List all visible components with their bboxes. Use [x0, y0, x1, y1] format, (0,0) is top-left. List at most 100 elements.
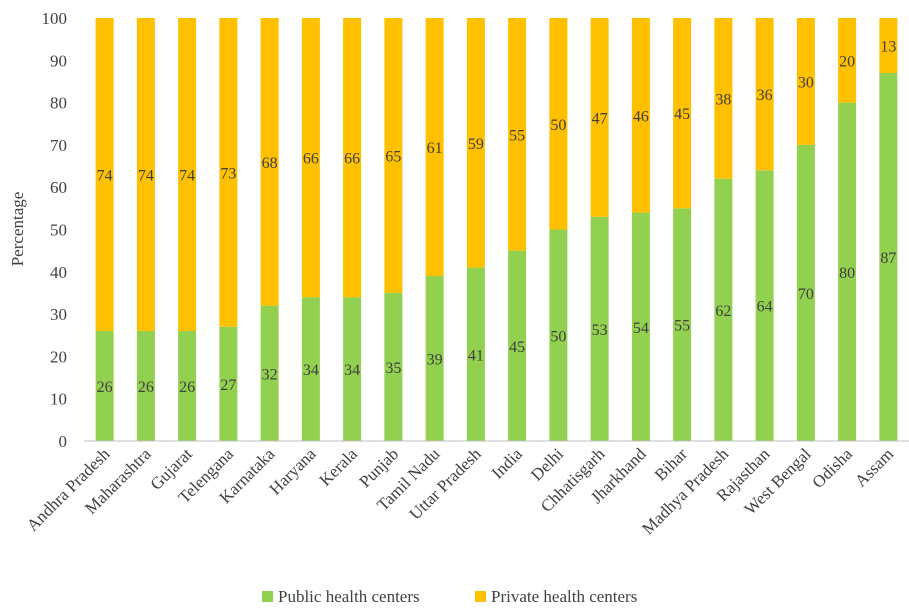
data-label-private: 74	[179, 168, 195, 185]
y-tick-label: 40	[50, 263, 67, 282]
data-label-private: 59	[468, 136, 484, 153]
x-tick-label: Kerala	[315, 444, 361, 490]
bar-segment-private	[631, 18, 650, 213]
bar-segment-private	[755, 18, 774, 171]
data-label-public: 41	[468, 347, 484, 364]
data-label-private: 47	[592, 110, 608, 127]
x-axis-ticks: Andhra PradeshMaharashtraGujaratTelengan…	[23, 444, 897, 538]
bar-segment-private	[838, 18, 857, 103]
data-label-public: 35	[385, 360, 401, 377]
bar-segment-public	[796, 144, 815, 441]
bars-group	[95, 18, 898, 442]
bar-segment-public	[219, 326, 238, 441]
bar-segment-private	[549, 18, 568, 230]
bar-segment-public	[384, 292, 403, 441]
data-label-private: 45	[674, 106, 690, 123]
bar-segment-private	[136, 18, 155, 332]
data-label-public: 55	[674, 318, 690, 335]
bar-segment-private	[384, 18, 403, 293]
bar-segment-public	[590, 216, 609, 441]
data-labels-group: 26 74 26 74 26 74 27 73 32 68 34 66 34 66 35 65 39 61 41 59…	[97, 38, 897, 396]
data-label-public: 32	[262, 366, 278, 383]
bar-segment-public	[343, 297, 362, 441]
data-label-private: 50	[550, 117, 566, 134]
bar-segment-private	[466, 18, 485, 268]
bar-segment-private	[301, 18, 320, 298]
bar-segment-public	[879, 72, 898, 442]
bar-segment-private	[673, 18, 692, 209]
bar-segment-public	[508, 250, 527, 441]
data-label-private: 61	[427, 140, 443, 157]
data-label-public: 39	[427, 352, 443, 369]
bar-segment-private	[95, 18, 114, 332]
data-label-public: 26	[138, 379, 154, 396]
x-tick-label: Haryana	[266, 444, 320, 498]
bar-segment-public	[673, 208, 692, 441]
data-label-public: 50	[550, 328, 566, 345]
legend: Public health centers Private health cent…	[262, 587, 637, 606]
x-tick-label: India	[488, 444, 526, 482]
data-label-private: 74	[138, 168, 154, 185]
data-label-public: 26	[179, 379, 195, 396]
data-label-public: 54	[633, 320, 649, 337]
y-tick-label: 20	[50, 347, 67, 366]
y-tick-label: 70	[50, 136, 67, 155]
bar-segment-private	[260, 18, 279, 306]
data-label-public: 62	[715, 303, 731, 320]
data-label-private: 20	[839, 53, 855, 70]
bar-segment-private	[508, 18, 527, 251]
legend-swatch-private	[475, 591, 486, 602]
legend-label-public: Public health centers	[278, 587, 420, 606]
y-tick-label: 10	[50, 390, 67, 409]
bar-segment-public	[466, 267, 485, 441]
bar-segment-private	[796, 18, 815, 145]
y-tick-label: 30	[50, 305, 67, 324]
y-tick-label: 100	[42, 9, 68, 28]
data-label-private: 74	[97, 168, 113, 185]
bar-segment-public	[260, 305, 279, 441]
data-label-private: 68	[262, 155, 278, 172]
data-label-public: 80	[839, 265, 855, 282]
data-label-private: 36	[757, 87, 773, 104]
y-tick-label: 90	[50, 51, 67, 70]
bar-segment-private	[590, 18, 609, 217]
data-label-public: 70	[798, 286, 814, 303]
y-tick-label: 60	[50, 178, 67, 197]
y-axis-ticks: 0 10 20 30 40 50 60 70 80 90 100	[42, 9, 68, 451]
y-tick-label: 80	[50, 94, 67, 113]
data-label-private: 46	[633, 108, 649, 125]
data-label-private: 13	[880, 38, 896, 55]
bar-segment-private	[343, 18, 362, 298]
data-label-public: 27	[220, 377, 236, 394]
legend-swatch-public	[262, 591, 273, 602]
bar-segment-public	[755, 170, 774, 441]
data-label-private: 65	[385, 148, 401, 165]
bar-segment-public	[549, 229, 568, 441]
data-label-public: 34	[303, 362, 319, 379]
y-axis-label: Percentage	[8, 192, 27, 267]
data-label-private: 55	[509, 127, 525, 144]
bar-segment-public	[425, 276, 444, 441]
legend-label-private: Private health centers	[491, 587, 637, 606]
x-tick-label: Assam	[851, 444, 897, 490]
data-label-private: 73	[220, 165, 236, 182]
bar-segment-public	[301, 297, 320, 441]
data-label-private: 66	[303, 151, 319, 168]
bar-segment-private	[178, 18, 197, 332]
bar-segment-public	[95, 331, 114, 441]
data-label-public: 87	[880, 250, 896, 267]
bar-segment-public	[178, 331, 197, 441]
y-tick-label: 0	[59, 432, 68, 451]
bar-segment-private	[879, 18, 898, 73]
data-label-public: 64	[757, 299, 773, 316]
data-label-public: 34	[344, 362, 360, 379]
bar-segment-public	[838, 102, 857, 441]
data-label-public: 26	[97, 379, 113, 396]
data-label-private: 66	[344, 151, 360, 168]
bar-segment-private	[425, 18, 444, 277]
data-label-private: 30	[798, 74, 814, 91]
bar-segment-public	[714, 178, 733, 442]
bar-segment-private	[714, 18, 733, 179]
data-label-public: 45	[509, 339, 525, 356]
